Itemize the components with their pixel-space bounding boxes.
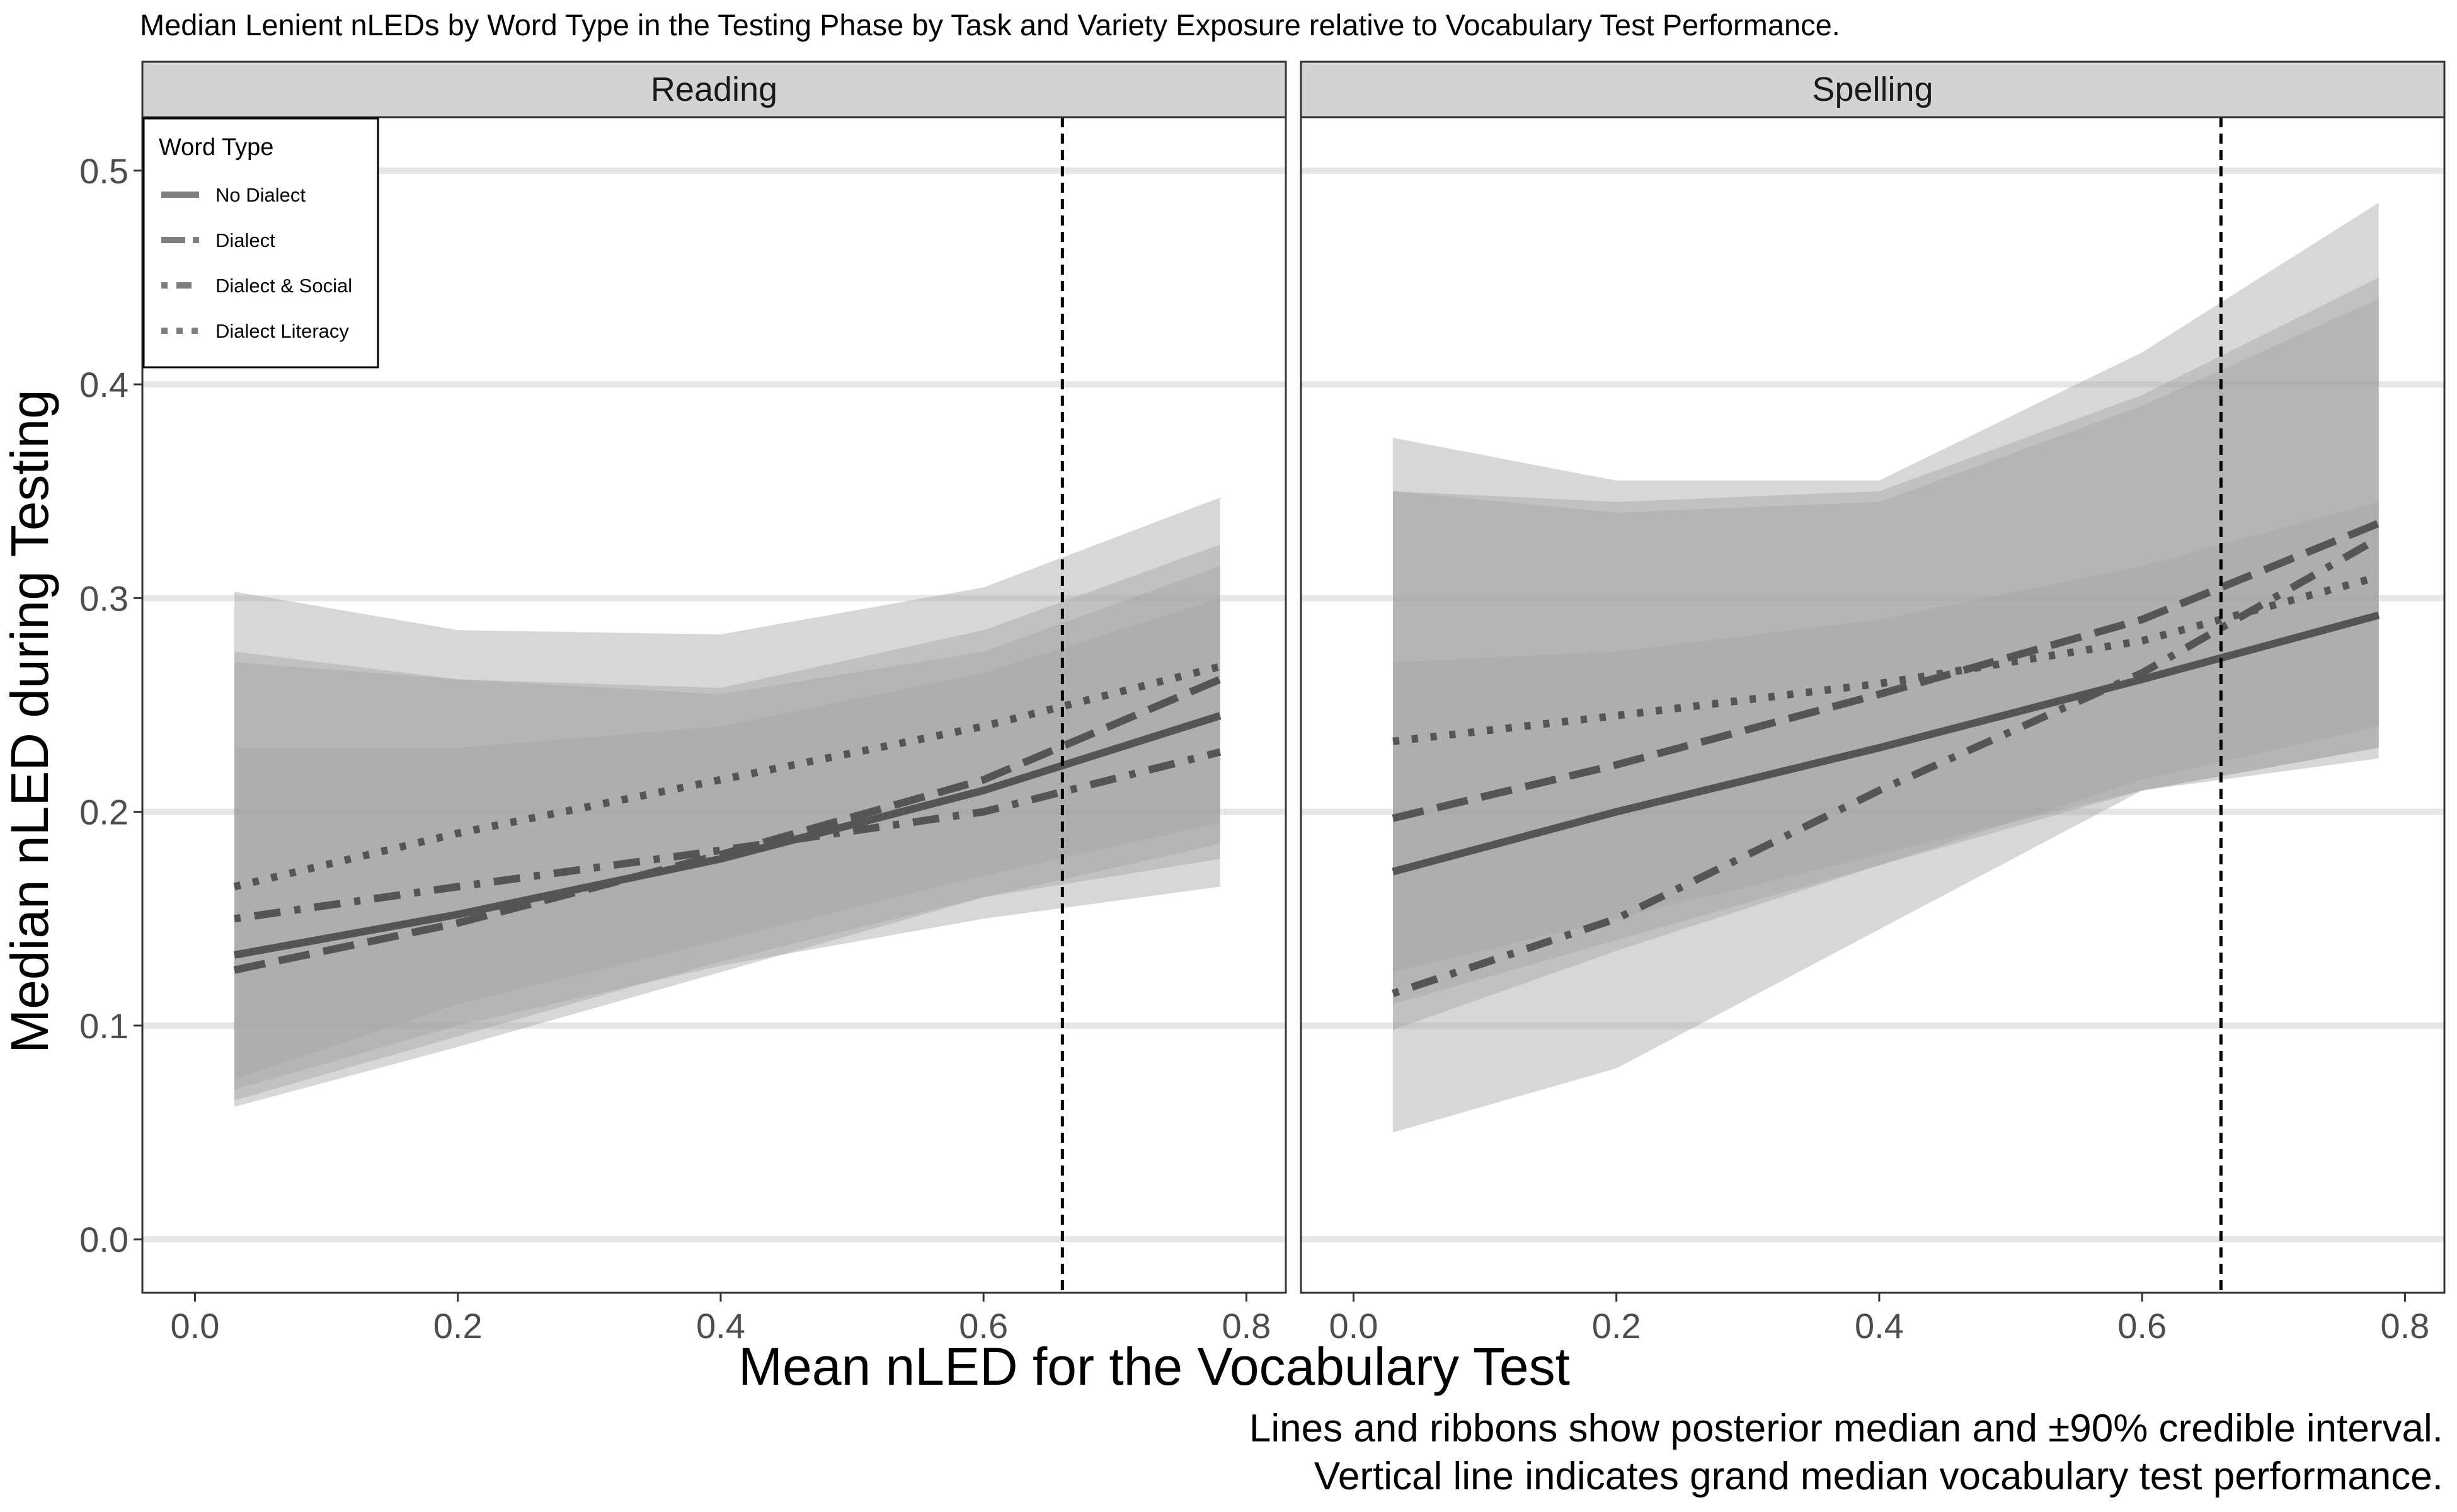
y-tick-label: 0.5 [79,151,129,191]
caption-line-2: Vertical line indicates grand median voc… [1314,1455,2443,1498]
panels: Reading 0.0 0.2 0.4 0.6 0.8 0.0 0.1 0.2 0.3 0.4 0.5… [79,60,2446,1346]
panel-border [1300,116,2446,1294]
x-tick-label: 0.8 [2380,1306,2429,1346]
y-tick-label: 0.3 [79,578,129,618]
y-tick-label: 0.2 [79,793,129,832]
y-tick-label: 0.4 [79,365,129,404]
legend-label-dialect-literacy: Dialect Literacy [215,320,349,342]
x-tick-label: 0.6 [2117,1306,2167,1346]
ribbon-dialect-and-social [234,598,1220,1090]
ribbon-dialect [1393,277,2379,1004]
ribbon-dialect-and-social [1393,202,2379,1133]
y-tick-label: 0.0 [79,1220,129,1259]
x-tick-label: 0.4 [1855,1306,1904,1346]
line-dialect [1392,520,2380,822]
panel-border [141,116,1287,1294]
y-axis-label: Median nLED during Testing [0,389,59,1053]
x-tick-label: 0.0 [171,1306,220,1346]
ribbon-no-dialect [1393,501,2379,1030]
legend: Word Type No Dialect Dialect Dialect & Soci… [142,117,379,369]
legend-label-dialect-and-social: Dialect & Social [215,275,352,297]
x-tick-label: 0.6 [959,1306,1008,1346]
x-tick-label: 0.2 [433,1306,483,1346]
line-dialect-literacy [1392,573,2380,745]
legend-label-no-dialect: No Dialect [215,184,306,206]
panel-reading: Reading 0.0 0.2 0.4 0.6 0.8 0.0 0.1 0.2 0.3 0.4 0.5 [79,60,1287,1346]
x-axis-label: Mean nLED for the Vocabulary Test [738,1337,1570,1396]
line-dialect-literacy [233,663,1222,891]
x-tick-label: 0.0 [1329,1306,1378,1346]
x-tick-label: 0.8 [1222,1306,1271,1346]
legend-label-dialect: Dialect [215,229,275,251]
x-tick-label: 0.4 [696,1306,745,1346]
panel-spelling: Spelling 0.0 0.2 0.4 0.6 0.8 [1300,60,2446,1346]
caption-line-1: Lines and ribbons show posterior median … [1249,1407,2443,1450]
legend-title: Word Type [159,134,273,161]
line-dialect [233,675,1222,974]
chart-title: Median Lenient nLEDs by Word Type in the… [140,8,1840,42]
strip-label-reading: Reading [651,71,777,108]
strip-reading [141,60,1287,118]
x-tick-label: 0.2 [1592,1306,1641,1346]
ribbon-no-dialect [234,566,1220,1101]
ribbon-dialect [234,497,1220,1107]
strip-spelling [1300,60,2446,118]
y-tick-label: 0.1 [79,1006,129,1046]
line-dialect-and-social [234,748,1222,923]
line-dialect-and-social [1392,535,2381,997]
strip-label-spelling: Spelling [1812,71,1933,108]
ribbon-dialect-literacy [234,544,1220,1079]
